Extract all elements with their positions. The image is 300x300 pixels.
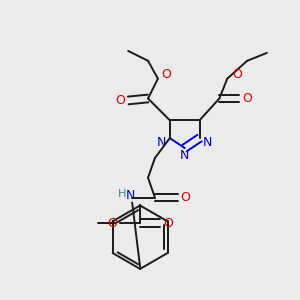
Text: H: H bbox=[118, 189, 126, 199]
Text: O: O bbox=[242, 92, 252, 105]
Text: N: N bbox=[203, 136, 212, 148]
Text: O: O bbox=[115, 94, 125, 107]
Text: N: N bbox=[157, 136, 167, 148]
Text: N: N bbox=[125, 189, 135, 202]
Text: N: N bbox=[180, 149, 189, 162]
Text: O: O bbox=[107, 217, 117, 230]
Text: O: O bbox=[181, 191, 190, 204]
Text: O: O bbox=[163, 217, 173, 230]
Text: O: O bbox=[232, 68, 242, 81]
Text: O: O bbox=[161, 68, 171, 81]
